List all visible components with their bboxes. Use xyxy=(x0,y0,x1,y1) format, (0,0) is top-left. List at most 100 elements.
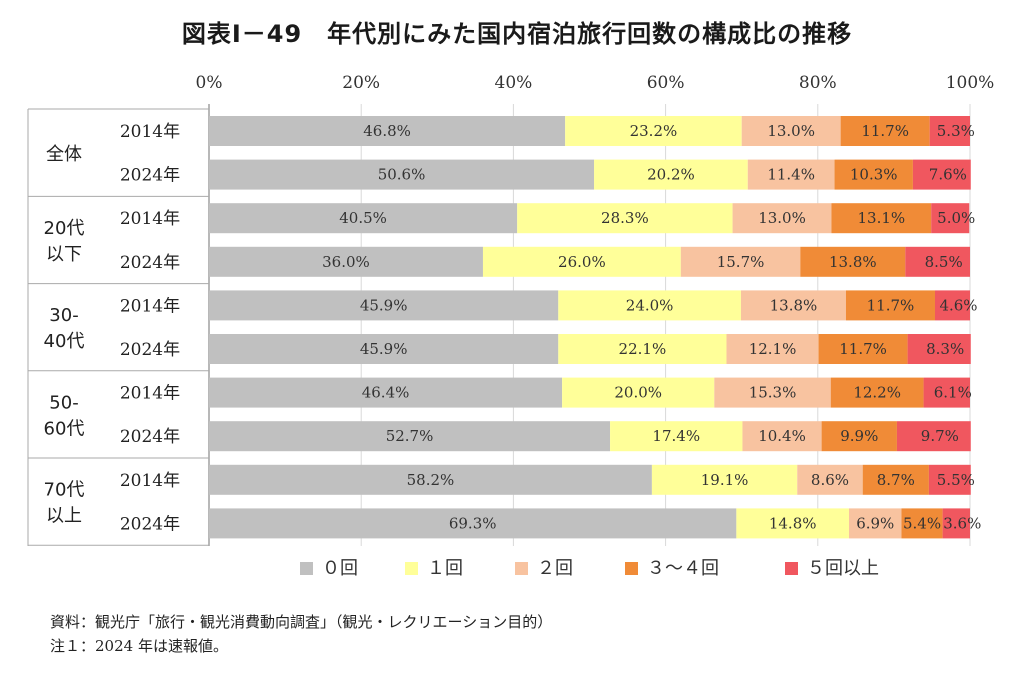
data-label: 5.0% xyxy=(937,209,975,227)
bar-segment xyxy=(726,334,819,364)
year-label: 2014年 xyxy=(120,209,180,229)
data-label: 14.8% xyxy=(769,514,817,532)
bar-segment xyxy=(209,508,737,539)
bar-segment xyxy=(834,159,913,190)
year-label: 2014年 xyxy=(120,384,180,404)
x-tick-label: 100% xyxy=(946,73,995,93)
bar-segment xyxy=(797,464,863,495)
bar-segment xyxy=(680,246,801,277)
year-label: 2014年 xyxy=(120,296,180,316)
bar-segment xyxy=(849,508,902,539)
data-label: 8.3% xyxy=(926,340,964,358)
bar-segment xyxy=(651,464,798,495)
legend: ０回 １回 ２回 ３～４回 ５回以上 xyxy=(300,558,879,579)
bar-segment xyxy=(558,290,741,321)
bar-segment xyxy=(482,246,681,277)
data-label: 13.1% xyxy=(858,209,906,227)
bar-segment xyxy=(830,377,924,408)
data-label: 50.6% xyxy=(378,166,426,184)
legend-swatch xyxy=(625,562,638,575)
data-label: 22.1% xyxy=(619,340,667,358)
data-label: 11.4% xyxy=(767,166,815,184)
group-label: 全体 xyxy=(46,144,82,165)
group-label: 70代 xyxy=(44,480,85,501)
bar-segment xyxy=(929,116,970,146)
data-label: 15.7% xyxy=(717,253,765,271)
bar-segment xyxy=(912,159,971,190)
data-label: 28.3% xyxy=(601,209,649,227)
chart-title: 図表Ⅰ－49 年代別にみた国内宿泊旅行回数の構成比の推移 xyxy=(181,20,853,48)
bar-segment xyxy=(517,203,733,234)
data-label: 12.2% xyxy=(853,384,901,402)
bar-segment xyxy=(565,116,742,146)
group-label: 以下 xyxy=(46,244,82,265)
legend-swatch xyxy=(405,562,418,575)
data-label: 19.1% xyxy=(701,471,749,489)
legend-label: ２回 xyxy=(537,558,573,579)
bar-segment xyxy=(558,334,727,364)
bar-segment xyxy=(209,334,559,364)
bar-segment xyxy=(740,290,846,321)
bar-segment xyxy=(209,377,563,408)
data-label: 10.3% xyxy=(850,166,898,184)
legend-swatch xyxy=(300,562,313,575)
data-label: 23.2% xyxy=(630,122,678,140)
data-label: 69.3% xyxy=(449,514,497,532)
bar-segment xyxy=(845,290,935,321)
data-label: 13.0% xyxy=(758,209,806,227)
bar-segment xyxy=(942,508,970,539)
bar-segment xyxy=(934,290,970,321)
bar-segment xyxy=(923,377,970,408)
bar-segment xyxy=(741,116,841,146)
data-label: 11.7% xyxy=(867,296,915,314)
year-label: 2024年 xyxy=(120,253,180,273)
data-label: 13.0% xyxy=(767,122,815,140)
bar-segment xyxy=(821,421,897,452)
bar-segment xyxy=(594,159,748,190)
data-label: 9.7% xyxy=(921,427,959,445)
data-label: 45.9% xyxy=(360,340,408,358)
bar-segment xyxy=(209,290,559,321)
bar-segment xyxy=(800,246,906,277)
data-label: 17.4% xyxy=(652,427,700,445)
year-label: 2024年 xyxy=(120,427,180,447)
data-label: 20.2% xyxy=(647,166,695,184)
data-label: 52.7% xyxy=(386,427,434,445)
data-label: 45.9% xyxy=(360,296,408,314)
x-tick-label: 80% xyxy=(799,73,837,93)
data-label: 46.4% xyxy=(362,384,410,402)
notes: 資料：観光庁「旅行・観光消費動向調査」（観光・レクリエーション目的） 注１：20… xyxy=(50,610,552,658)
bar-segment xyxy=(931,203,970,234)
x-axis-ticks: 0% 20% 40% 60% 80% 100% xyxy=(196,73,995,93)
data-label: 20.0% xyxy=(614,384,662,402)
data-label: 8.7% xyxy=(877,471,915,489)
bar-segment xyxy=(840,116,930,146)
data-label: 6.9% xyxy=(856,514,894,532)
data-label: 11.7% xyxy=(839,340,887,358)
bar-segment xyxy=(732,203,832,234)
group-label: 40代 xyxy=(44,331,85,352)
x-tick-label: 40% xyxy=(495,73,533,93)
x-tick-label: 0% xyxy=(196,73,223,93)
bar-segment xyxy=(862,464,929,495)
bar-segment xyxy=(209,116,566,146)
bar-segment xyxy=(896,421,971,452)
year-label: 2024年 xyxy=(120,340,180,360)
bar-segment xyxy=(742,421,822,452)
data-label: 11.7% xyxy=(861,122,909,140)
bar-segment xyxy=(209,203,518,234)
bar-segment xyxy=(747,159,835,190)
data-label: 36.0% xyxy=(322,253,370,271)
bars: 46.8% 23.2% 13.0% 11.7% 5.3% 50.6% 20.2% 11.4% 1… xyxy=(209,116,981,539)
x-tick-label: 20% xyxy=(342,73,380,93)
legend-label: ０回 xyxy=(322,558,358,579)
data-label: 15.3% xyxy=(749,384,797,402)
year-label: 2024年 xyxy=(120,166,180,186)
data-label: 58.2% xyxy=(407,471,455,489)
bar-segment xyxy=(928,464,971,495)
bar-segment xyxy=(209,159,595,190)
x-tick-label: 60% xyxy=(647,73,685,93)
legend-label: ５回以上 xyxy=(807,558,879,579)
